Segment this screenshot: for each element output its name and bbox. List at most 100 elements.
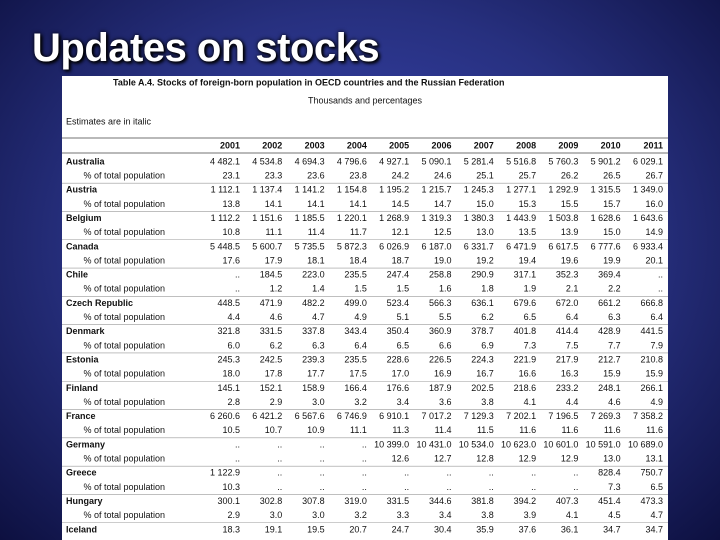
row-sublabel: % of total population (83, 397, 165, 407)
cell: 6.2 (481, 312, 494, 322)
cell: 223.0 (302, 270, 325, 280)
cell: 10.5 (222, 425, 240, 435)
cell: 4 927.1 (379, 156, 409, 166)
cell: 18.7 (392, 255, 410, 265)
cell: 19.6 (561, 255, 579, 265)
cell: 187.9 (429, 383, 452, 393)
cell: 19.9 (603, 255, 621, 265)
cell: 482.2 (302, 298, 325, 308)
cell: .. (320, 468, 325, 478)
cell: 6.4 (354, 340, 367, 350)
row-sublabel: % of total population (83, 312, 165, 322)
column-header: 2007 (474, 140, 494, 150)
cell: 26.2 (561, 171, 579, 181)
cell: 158.9 (302, 383, 325, 393)
cell: 381.8 (471, 496, 494, 506)
row-label: Czech Republic (66, 298, 133, 308)
cell: 26.7 (645, 171, 663, 181)
cell: 23.1 (222, 171, 240, 181)
cell: 10.7 (265, 425, 283, 435)
cell: 37.6 (519, 524, 537, 534)
cell: .. (277, 482, 282, 492)
cell: 1 112.1 (211, 185, 240, 195)
cell: 344.6 (429, 496, 452, 506)
cell: 7 196.5 (548, 411, 578, 421)
cell: 2.8 (227, 397, 240, 407)
cell: 1 154.8 (337, 185, 367, 195)
cell: 1 185.5 (295, 213, 325, 223)
table-subtitle: Thousands and percentages (308, 95, 423, 105)
cell: 221.9 (514, 354, 537, 364)
cell: 448.5 (217, 298, 240, 308)
cell: 13.0 (476, 227, 494, 237)
cell: 6 567.6 (295, 411, 325, 421)
row-sublabel: % of total population (83, 199, 165, 209)
cell: 13.1 (645, 454, 663, 464)
cell: 6.9 (481, 340, 494, 350)
cell: 12.6 (392, 454, 410, 464)
cell: 14.1 (265, 199, 283, 209)
cell: 35.9 (476, 524, 494, 534)
cell: 1 319.3 (421, 213, 451, 223)
cell: 369.4 (598, 270, 621, 280)
cell: 7 129.3 (464, 411, 494, 421)
cell: 6.5 (650, 482, 663, 492)
cell: 7.3 (524, 340, 537, 350)
cell: .. (404, 468, 409, 478)
cell: 6.5 (397, 340, 410, 350)
cell: 5 281.4 (464, 156, 494, 166)
cell: 16.6 (519, 369, 537, 379)
cell: 1 220.1 (337, 213, 367, 223)
cell: .. (277, 454, 282, 464)
cell: 1.6 (439, 284, 452, 294)
cell: 6.3 (608, 312, 621, 322)
cell: 6 331.7 (464, 241, 494, 251)
cell: 343.4 (344, 326, 367, 336)
cell: .. (404, 482, 409, 492)
cell: 15.7 (603, 199, 621, 209)
cell: 10 689.0 (628, 439, 663, 449)
cell: 16.7 (476, 369, 494, 379)
cell: 11.6 (646, 425, 663, 435)
cell: 679.6 (514, 298, 537, 308)
cell: 5 600.7 (252, 241, 282, 251)
cell: 11.4 (308, 227, 325, 237)
cell: 3.3 (397, 510, 410, 520)
table-title: Table A.4. Stocks of foreign-born popula… (113, 77, 505, 87)
cell: 1 292.9 (548, 185, 578, 195)
cell: 235.5 (344, 354, 367, 364)
cell: 242.5 (260, 354, 283, 364)
cell: 1 195.2 (379, 185, 409, 195)
cell: .. (362, 468, 367, 478)
cell: 10 431.0 (416, 439, 451, 449)
cell: 360.9 (429, 326, 452, 336)
row-sublabel: % of total population (83, 171, 165, 181)
cell: 14.5 (392, 199, 410, 209)
cell: .. (362, 454, 367, 464)
cell: 3.2 (354, 510, 367, 520)
cell: 11.7 (350, 227, 367, 237)
row-label: Chile (66, 270, 88, 280)
cell: 4 694.3 (295, 156, 325, 166)
cell: 17.9 (265, 255, 283, 265)
cell: 15.5 (561, 199, 579, 209)
cell: 2.9 (270, 397, 283, 407)
cell: 394.2 (514, 496, 537, 506)
cell: 10 623.0 (501, 439, 536, 449)
cell: 7.3 (608, 482, 621, 492)
row-sublabel: % of total population (83, 425, 165, 435)
cell: 1 151.6 (252, 213, 282, 223)
cell: 5 735.5 (295, 241, 325, 251)
cell: 20.7 (349, 524, 367, 534)
cell: 319.0 (344, 496, 367, 506)
cell: 3.2 (354, 397, 367, 407)
cell: 1 137.4 (252, 185, 282, 195)
cell: .. (235, 439, 240, 449)
cell: 19.5 (307, 524, 325, 534)
cell: 30.4 (434, 524, 452, 534)
row-label: Estonia (66, 354, 100, 364)
cell: 4.9 (354, 312, 367, 322)
cell: 2.9 (227, 510, 240, 520)
table: Table A.4. Stocks of foreign-born popula… (62, 76, 668, 540)
